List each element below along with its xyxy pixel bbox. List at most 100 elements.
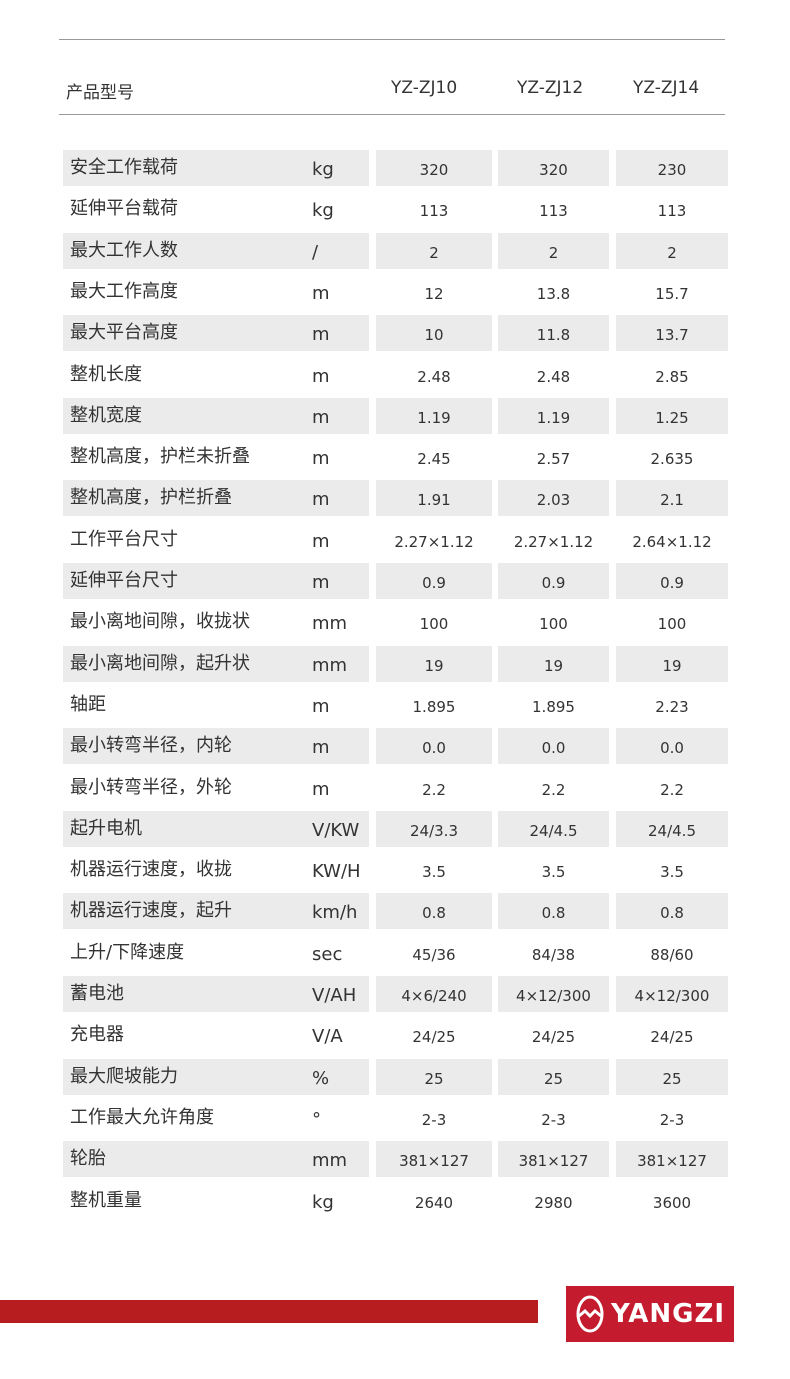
table-row: 延伸平台尺寸 m 0.9 0.9 0.9 bbox=[63, 563, 728, 599]
row-value: 0.8 bbox=[422, 904, 446, 923]
row-value: 2-3 bbox=[541, 1110, 566, 1129]
row-value: 3.5 bbox=[660, 863, 684, 882]
row-label: 整机高度，护栏折叠 bbox=[70, 487, 232, 509]
row-label: 工作平台尺寸 bbox=[70, 528, 178, 550]
logo-mark-icon bbox=[576, 1295, 604, 1333]
row-value: 88/60 bbox=[650, 945, 694, 964]
row-value: 1.19 bbox=[536, 408, 571, 427]
row-label: 机器运行速度，起升 bbox=[70, 900, 232, 922]
row-value: 113 bbox=[657, 202, 687, 221]
row-value: 2.1 bbox=[660, 491, 684, 510]
row-label: 起升电机 bbox=[70, 817, 142, 839]
row-unit: m bbox=[312, 489, 330, 511]
row-value: 4×12/300 bbox=[634, 987, 710, 1005]
row-value: 381×127 bbox=[399, 1152, 469, 1171]
footer-bar bbox=[0, 1300, 538, 1323]
row-label: 最大工作人数 bbox=[70, 239, 178, 261]
row-label: 轴距 bbox=[70, 693, 106, 715]
row-label: 上升/下降速度 bbox=[70, 941, 185, 963]
row-value: 2 bbox=[548, 243, 559, 262]
row-value: 1.895 bbox=[412, 697, 456, 716]
row-value: 113 bbox=[419, 202, 449, 221]
row-label: 整机高度，护栏未折叠 bbox=[70, 446, 250, 468]
row-value: 2 bbox=[667, 243, 677, 262]
row-value: 2.85 bbox=[655, 367, 689, 386]
row-value: 2640 bbox=[414, 1193, 454, 1212]
row-value: 0.9 bbox=[422, 574, 446, 592]
row-value: 0.0 bbox=[422, 739, 446, 758]
row-value: 0.8 bbox=[541, 904, 566, 923]
table-row: 最大工作人数 / 2 2 2 bbox=[63, 232, 728, 269]
row-value: 3600 bbox=[652, 1193, 692, 1212]
row-value: 0.0 bbox=[541, 739, 566, 758]
row-value: 19 bbox=[662, 656, 682, 675]
row-value: 381×127 bbox=[637, 1152, 707, 1171]
row-value: 24/25 bbox=[412, 1028, 456, 1047]
row-value: 2.27×1.12 bbox=[394, 532, 474, 551]
row-label: 整机宽度 bbox=[70, 404, 142, 426]
row-value: 2.57 bbox=[536, 450, 571, 469]
row-value: 3.5 bbox=[422, 863, 446, 882]
row-label: 安全工作载荷 bbox=[70, 157, 178, 178]
row-value: 2.635 bbox=[650, 450, 694, 469]
row-label: 最大工作高度 bbox=[70, 280, 178, 302]
table-row: 最大工作高度 m 12 13.8 15.7 bbox=[63, 274, 728, 310]
row-value: 1.91 bbox=[417, 491, 451, 510]
row-value: 10 bbox=[424, 326, 444, 345]
row-label: 工作最大允许角度 bbox=[70, 1106, 214, 1128]
row-value: 2.64×1.12 bbox=[632, 532, 712, 551]
table-row: 充电器 V/A 24/25 24/25 24/25 bbox=[63, 1017, 728, 1053]
table-row: 最大平台高度 m 10 11.8 13.7 bbox=[63, 315, 728, 352]
row-unit: / bbox=[312, 241, 319, 263]
row-value: 100 bbox=[657, 615, 687, 634]
table-row: 整机长度 m 2.48 2.48 2.85 bbox=[63, 357, 728, 393]
row-value: 13.7 bbox=[655, 326, 689, 345]
table-row: 最小离地间隙，起升状 mm 19 19 19 bbox=[63, 645, 728, 682]
row-unit: m bbox=[312, 324, 330, 346]
table-row: 最大爬坡能力% 25 25 25 bbox=[63, 1058, 728, 1095]
row-label: 延伸平台尺寸 bbox=[70, 570, 178, 591]
row-unit: sec bbox=[312, 943, 343, 965]
row-value: 2-3 bbox=[421, 1110, 447, 1129]
row-value: 320 bbox=[419, 161, 449, 179]
table-row: 最小转弯半径，内轮 m 0.0 0.0 0.0 bbox=[63, 728, 728, 765]
row-value: 2-3 bbox=[659, 1110, 685, 1129]
row-value: 2.48 bbox=[417, 367, 451, 386]
row-value: 25 bbox=[662, 1069, 682, 1088]
row-unit: mm bbox=[312, 613, 348, 635]
row-unit: m bbox=[312, 737, 330, 759]
table-row: 整机高度，护栏未折叠 m 2.45 2.57 2.635 bbox=[63, 439, 728, 475]
table-row: 最小离地间隙，收拢状 mm 100 100 100 bbox=[63, 604, 728, 640]
table-row: 整机宽度 m 1.19 1.19 1.25 bbox=[63, 397, 728, 434]
row-value: 230 bbox=[657, 161, 687, 179]
row-value: 320 bbox=[539, 161, 568, 179]
row-label: 延伸平台载荷 bbox=[70, 198, 178, 220]
row-value: 0.9 bbox=[660, 574, 684, 592]
row-value: 100 bbox=[419, 615, 449, 634]
row-label: 最小转弯半径，外轮 bbox=[70, 776, 232, 798]
row-label: 最小离地间隙，起升状 bbox=[70, 652, 250, 674]
row-unit: ° bbox=[312, 1108, 321, 1130]
row-value: 3.5 bbox=[541, 863, 566, 882]
row-value: 19 bbox=[543, 656, 564, 675]
row-value: 2.2 bbox=[541, 780, 566, 799]
row-value: 100 bbox=[539, 615, 568, 634]
row-value: 24/4.5 bbox=[529, 821, 578, 840]
table-row: 安全工作载荷 kg 320 320 230 bbox=[63, 150, 728, 186]
row-label: 最小离地间隙，收拢状 bbox=[70, 611, 250, 633]
table-row: 轴距 m 1.895 1.895 2.23 bbox=[63, 687, 728, 723]
row-value: 0.0 bbox=[660, 739, 684, 758]
row-value: 113 bbox=[539, 202, 568, 221]
row-value: 2.03 bbox=[536, 491, 571, 510]
row-label: 最小转弯半径，内轮 bbox=[70, 735, 232, 757]
brand-name: YANGZI bbox=[610, 1299, 726, 1329]
row-value: 84/38 bbox=[531, 945, 576, 964]
row-unit: m bbox=[312, 778, 330, 800]
row-label: 最大爬坡能力 bbox=[70, 1065, 178, 1087]
row-unit: m bbox=[312, 282, 330, 304]
table-row: 工作平台尺寸 m 2.27×1.12 2.27×1.12 2.64×1.12 bbox=[63, 522, 728, 558]
table-row: 上升/下降速度 sec 45/36 84/38 88/60 bbox=[63, 935, 728, 971]
row-value: 381×127 bbox=[518, 1152, 589, 1171]
row-unit: % bbox=[312, 1067, 330, 1089]
table-row: 延伸平台载荷 kg 113 113 113 bbox=[63, 191, 728, 227]
